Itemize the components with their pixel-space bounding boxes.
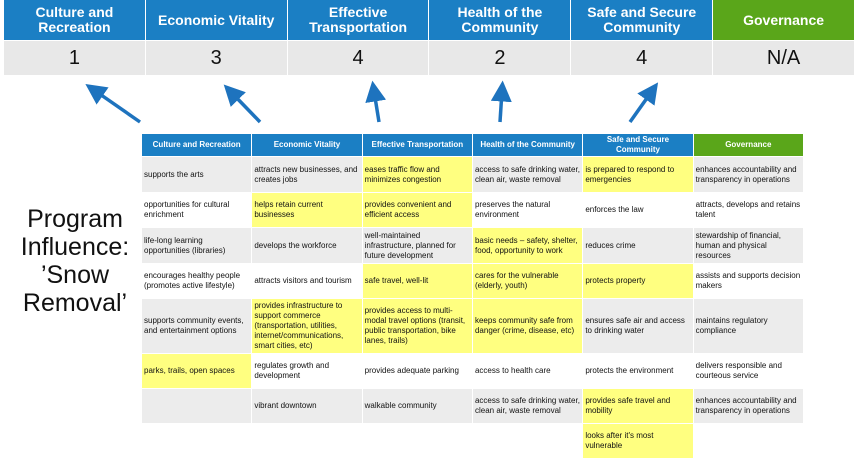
table-cell: access to safe drinking water, clean air… [471, 156, 584, 193]
table-cell: provides adequate parking [361, 353, 473, 389]
summary-score: N/A [713, 40, 855, 75]
table-cell: is prepared to respond to emergencies [582, 156, 694, 193]
table-cell [692, 423, 805, 459]
influence-table: Culture and Recreation Economic Vitality E… [140, 133, 805, 459]
table-cell: regulates growth and development [251, 353, 363, 389]
summary-grid: Culture and Recreation Economic Vitality E… [4, 0, 855, 75]
table-cell: opportunities for cultural enrichment [140, 192, 253, 228]
table-header: Safe and Secure Community [582, 133, 694, 157]
summary-header: Safe and Secure Community [571, 0, 714, 40]
table-cell: delivers responsible and courteous servi… [692, 353, 805, 389]
table-cell: assists and supports decision makers [692, 263, 805, 299]
summary-header: Health of the Community [429, 0, 572, 40]
summary-score: 1 [4, 40, 146, 75]
arrow-icon [223, 84, 262, 124]
table-row: life-long learning opportunities (librar… [140, 227, 805, 264]
table-cell: enhances accountability and transparency… [692, 388, 805, 424]
table-row: encourages healthy people (promotes acti… [140, 263, 805, 299]
table-cell: enforces the law [582, 192, 694, 228]
arrow-icon [628, 82, 659, 124]
table-cell: safe travel, well-lit [361, 263, 473, 299]
table-header: Economic Vitality [251, 133, 363, 157]
table-cell: helps retain current businesses [251, 192, 363, 228]
arrows [85, 80, 659, 124]
summary-header: Governance [713, 0, 855, 40]
table-cell: access to health care [471, 353, 584, 389]
table-cell: well-maintained infrastructure, planned … [361, 227, 473, 264]
table-row: looks after it's most vulnerable [140, 423, 805, 459]
table-cell: provides infrastructure to support comme… [251, 298, 363, 354]
summary-header: Economic Vitality [145, 0, 288, 40]
table-cell: walkable community [361, 388, 473, 424]
table-cell: maintains regulatory compliance [692, 298, 805, 354]
table-cell: protects the environment [582, 353, 694, 389]
table-cell [140, 388, 253, 424]
table-cell: provides access to multi-modal travel op… [361, 298, 473, 354]
table-cell: protects property [582, 263, 694, 299]
table-cell [361, 423, 473, 459]
table-cell: supports the arts [140, 156, 253, 193]
summary-score: 4 [571, 40, 714, 75]
table-row: vibrant downtown walkable community access… [140, 388, 805, 424]
summary-score: 2 [429, 40, 572, 75]
table-header: Effective Transportation [361, 133, 473, 157]
table-cell: attracts visitors and tourism [251, 263, 363, 299]
arrow-icon [490, 80, 512, 123]
table-cell: stewardship of financial, human and phys… [692, 227, 805, 264]
arrow-icon [365, 80, 387, 123]
table-cell: reduces crime [582, 227, 694, 264]
table-cell: life-long learning opportunities (librar… [140, 227, 253, 264]
table-cell [251, 423, 363, 459]
table-cell: encourages healthy people (promotes acti… [140, 263, 253, 299]
table-cell: provides convenient and efficient access [361, 192, 473, 228]
table-cell: ensures safe air and access to drinking … [582, 298, 694, 354]
table-cell [471, 423, 584, 459]
table-cell: basic needs – safety, shelter, food, opp… [471, 227, 584, 264]
table-cell: develops the workforce [251, 227, 363, 264]
table-cell: eases traffic flow and minimizes congest… [361, 156, 473, 193]
arrow-icon [85, 84, 141, 124]
table-cell: cares for the vulnerable (elderly, youth… [471, 263, 584, 299]
table-cell: vibrant downtown [251, 388, 363, 424]
summary-score: 3 [145, 40, 288, 75]
table-cell: parks, trails, open spaces [140, 353, 253, 389]
table-row: supports community events, and entertain… [140, 298, 805, 354]
table-header: Health of the Community [471, 133, 584, 157]
table-row: opportunities for cultural enrichment hel… [140, 192, 805, 228]
table-cell: preserves the natural environment [471, 192, 584, 228]
summary-score: 4 [287, 40, 430, 75]
table-row: supports the arts attracts new businesses… [140, 156, 805, 193]
program-influence-label: Program Influence: ’Snow Removal’ [20, 205, 130, 317]
table-header: Culture and Recreation [140, 133, 253, 157]
table-cell: keeps community safe from danger (crime,… [471, 298, 584, 354]
table-cell: enhances accountability and transparency… [692, 156, 805, 193]
table-cell: attracts, develops and retains talent [692, 192, 805, 228]
table-cell: attracts new businesses, and creates job… [251, 156, 363, 193]
table-cell: provides safe travel and mobility [582, 388, 694, 424]
summary-header: Effective Transportation [287, 0, 430, 40]
table-cell: access to safe drinking water, clean air… [471, 388, 584, 424]
table-cell [140, 423, 253, 459]
table-header: Governance [692, 133, 805, 157]
summary-header: Culture and Recreation [4, 0, 146, 40]
table-row: parks, trails, open spaces regulates grow… [140, 353, 805, 389]
table-cell: looks after it's most vulnerable [582, 423, 694, 459]
table-cell: supports community events, and entertain… [140, 298, 253, 354]
